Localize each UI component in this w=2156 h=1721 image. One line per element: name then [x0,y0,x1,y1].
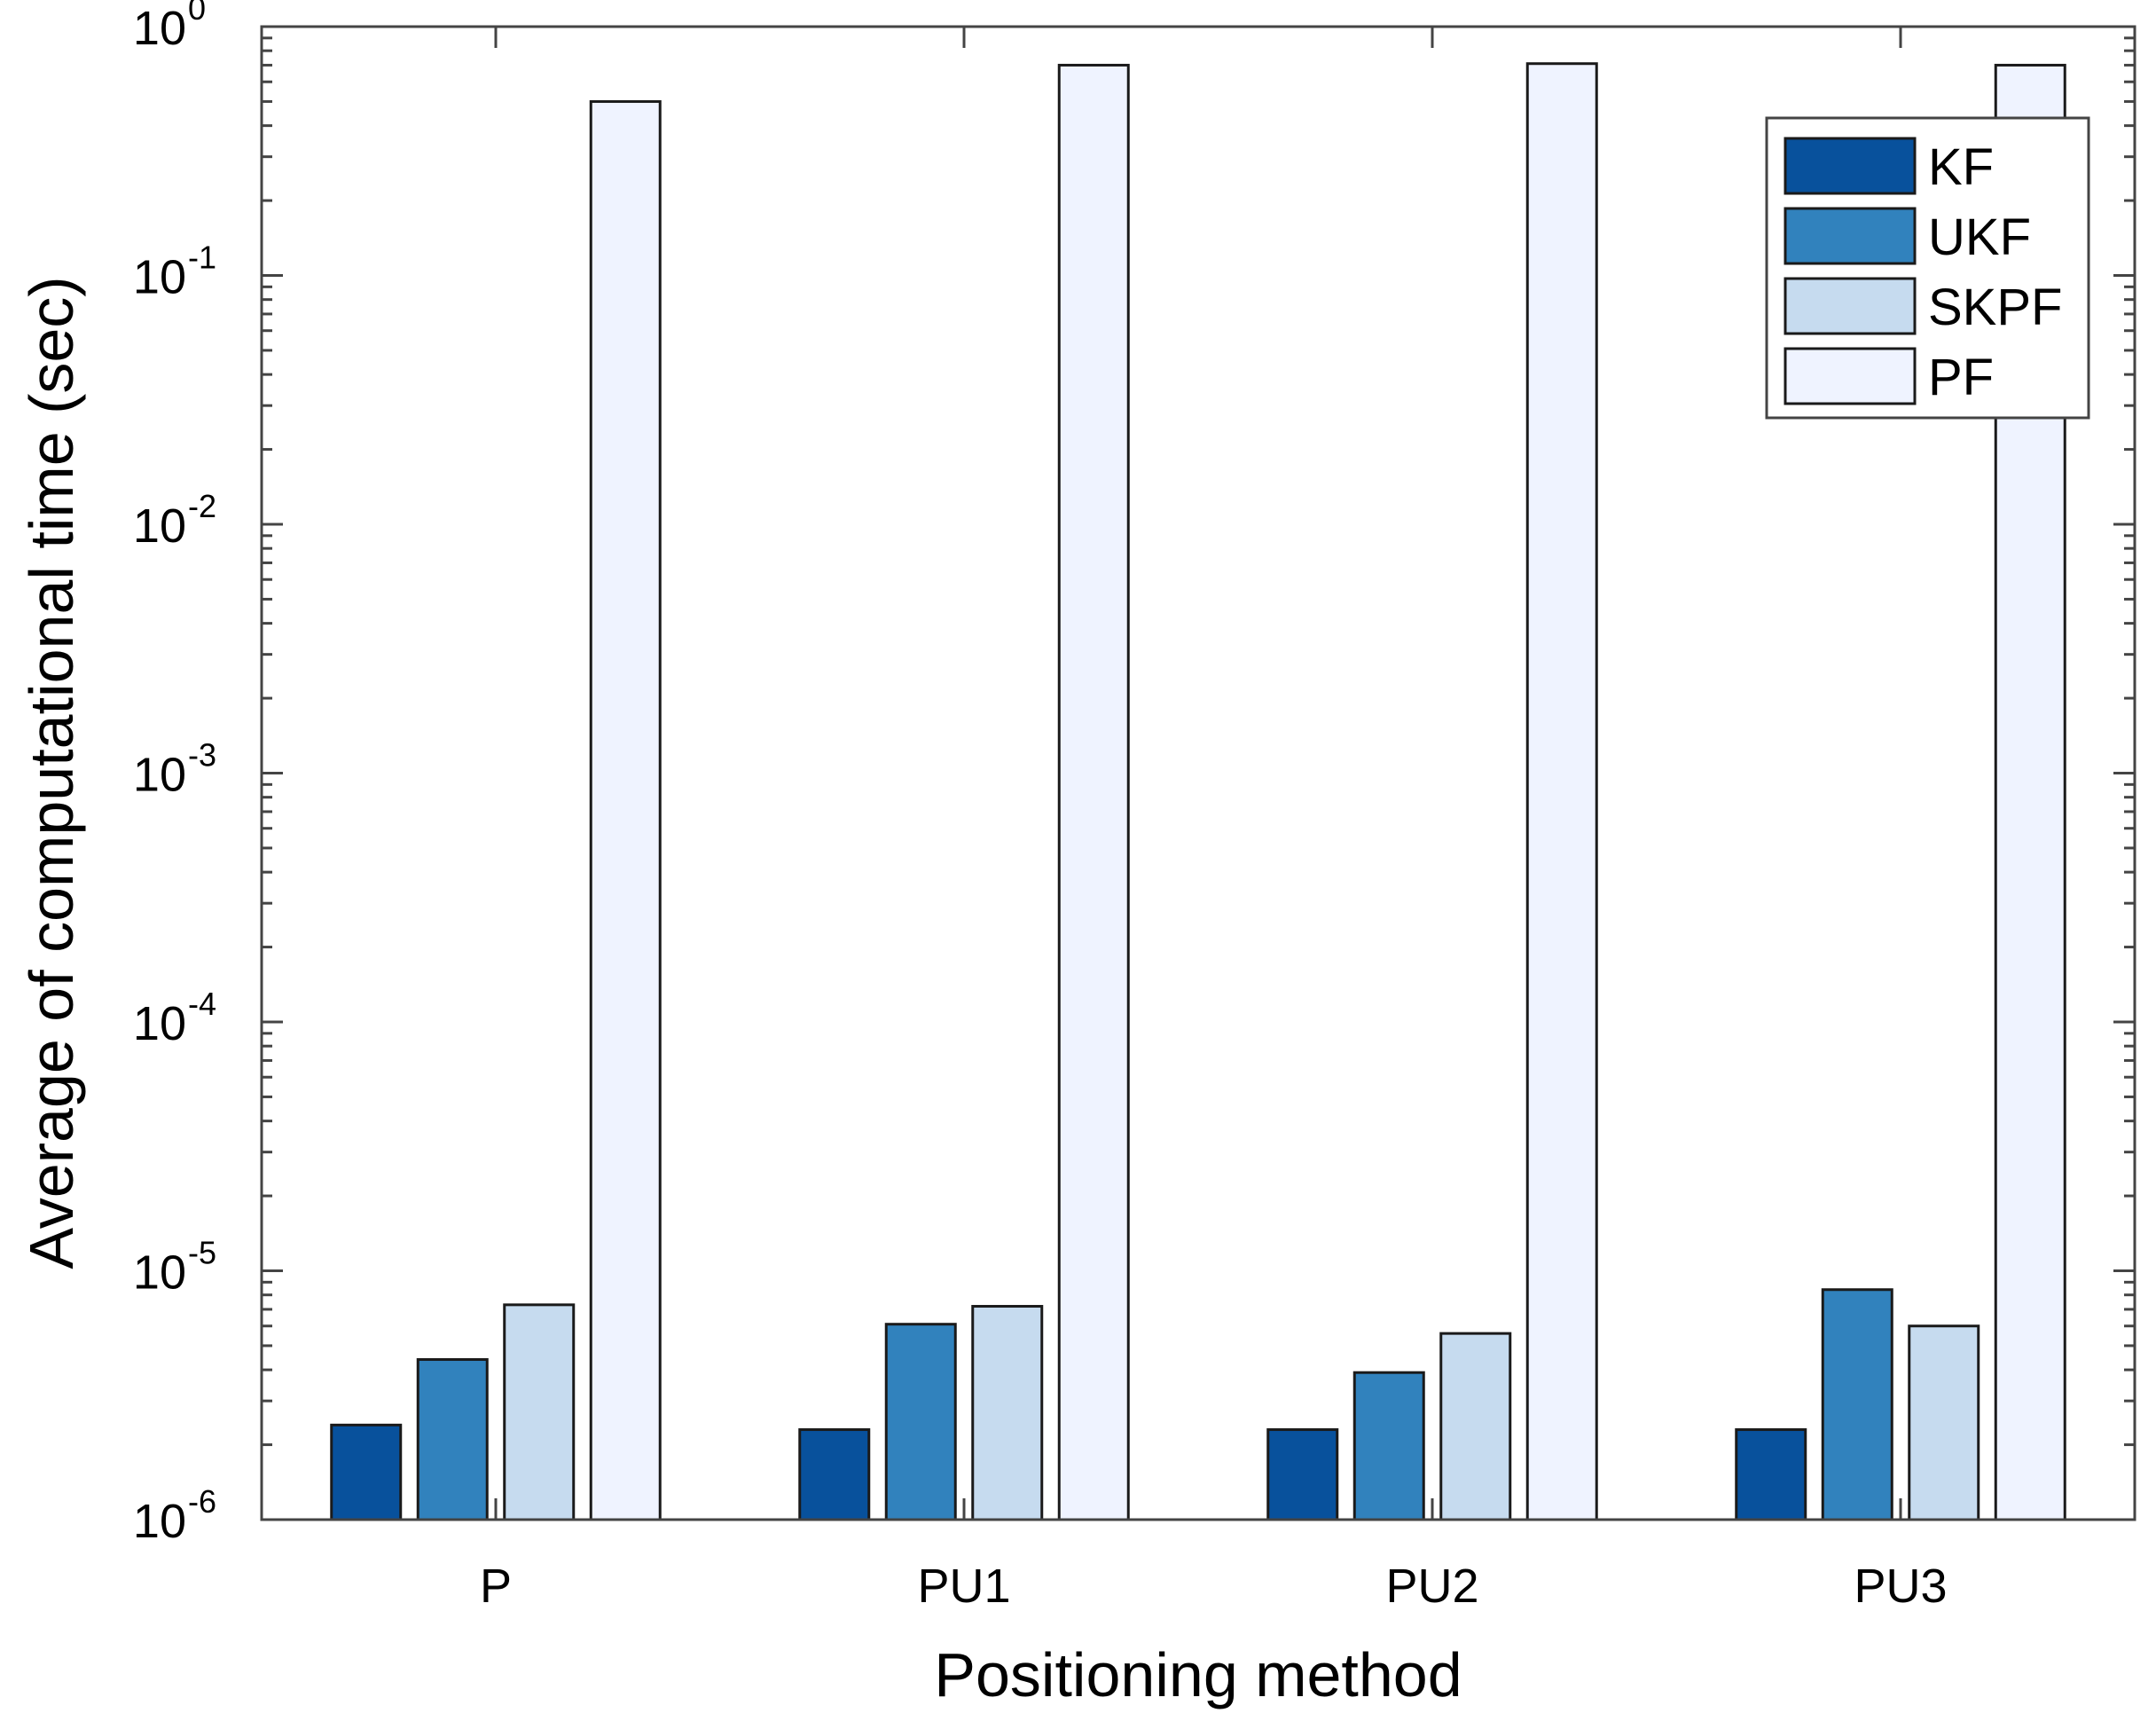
bar-kf-pu1 [798,1428,871,1521]
legend-label-skpf: SKPF [1928,279,2063,336]
y-tick-label: 10 -5 [133,1235,216,1300]
y-tick-base: 10 [133,2,186,55]
y-tick-exponent: -6 [188,1483,216,1520]
legend: KF UKF SKPF PF [1765,116,2090,420]
x-tick-label-pu3: PU3 [1854,1560,1947,1613]
x-tick-label-p: P [480,1560,512,1613]
bar-skpf-pu2 [1439,1332,1512,1521]
bar-kf-pu3 [1735,1428,1807,1521]
y-tick-exponent: -4 [188,986,216,1022]
y-tick-base: 10 [133,997,186,1050]
legend-swatch-pf [1784,347,1917,405]
labels-layer: 10-610-510-410-310-210-110 0P PU1 PU2 PU3 [133,0,1948,1613]
y-tick-exponent: -1 [188,240,216,276]
bar-skpf-p [503,1303,576,1521]
y-tick-label: 10 -2 [133,488,216,553]
y-tick-label: 10 -6 [133,1483,216,1548]
plot-area-frame [260,25,2136,1521]
y-tick-base: 10 [133,251,186,304]
y-tick-label: 10 0 [133,0,206,55]
x-tick-label-pu1: PU1 [917,1560,1010,1613]
legend-swatch-ukf [1784,207,1917,265]
x-axis-title: Positioning method [934,1640,1462,1709]
y-tick-label: 10 -3 [133,737,216,802]
bar-kf-pu2 [1266,1428,1339,1521]
y-tick-exponent: -3 [188,737,216,774]
bar-ukf-pu2 [1352,1371,1425,1521]
ticks-layer [262,27,2135,1521]
y-tick-base: 10 [133,749,186,802]
y-tick-base: 10 [133,1495,186,1548]
bar-kf-p [330,1423,403,1521]
bar-ukf-p [416,1358,489,1521]
y-tick-base: 10 [133,499,186,553]
legend-swatch-skpf [1784,277,1917,335]
x-tick-label-pu2: PU2 [1385,1560,1478,1613]
bar-pf-pu2 [1525,62,1598,1521]
y-axis-title: Average of computational time (sec) [17,276,86,1269]
bar-pf-p [589,99,662,1521]
legend-label-kf: KF [1928,138,1994,196]
bar-ukf-pu1 [884,1323,957,1521]
bar-pf-pu1 [1057,63,1130,1521]
y-tick-base: 10 [133,1246,186,1300]
legend-swatch-kf [1784,137,1917,195]
y-tick-exponent: -5 [188,1235,216,1271]
legend-label-pf: PF [1928,349,1994,406]
y-tick-label: 10 -1 [133,240,216,304]
legend-label-ukf: UKF [1928,208,2031,266]
y-tick-exponent: -2 [188,488,216,524]
y-tick-label: 10 -4 [133,986,216,1050]
bar-skpf-pu3 [1908,1324,1980,1521]
bar-skpf-pu1 [971,1305,1044,1521]
bar-ukf-pu3 [1821,1288,1893,1521]
y-tick-exponent: 0 [188,0,206,27]
